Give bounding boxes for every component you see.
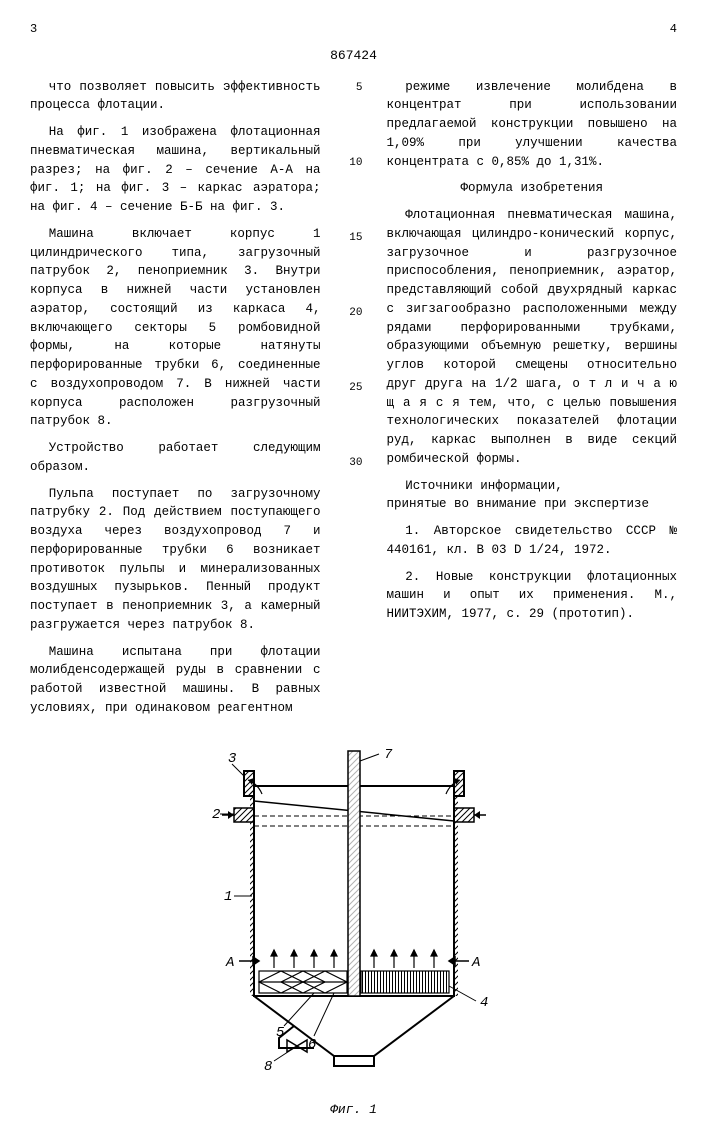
fig-label-3: 3: [228, 751, 236, 767]
line-numbers: 5 10 15 20 25 30: [345, 78, 363, 726]
fig-label-2: 2: [212, 807, 220, 823]
line-num: 10: [345, 155, 363, 230]
page-number-left: 3: [30, 20, 37, 38]
line-num: 30: [345, 455, 363, 530]
fig-label-6: 6: [308, 1037, 316, 1053]
figure-svg: 3 2 1 А А 7 4 5 6 8: [184, 746, 524, 1096]
left-p6: Машина испытана при флотации молибденсод…: [30, 643, 321, 718]
claim-title: Формула изобретения: [387, 179, 678, 198]
fig-label-A-left: А: [225, 955, 234, 971]
line-num: 25: [345, 380, 363, 455]
left-p3: Машина включает корпус 1 цилиндрического…: [30, 225, 321, 431]
line-num: 5: [345, 80, 363, 155]
figure-1: 3 2 1 А А 7 4 5 6 8 Фиг. 1: [30, 746, 677, 1120]
left-p5: Пульпа поступает по загрузочному патрубк…: [30, 485, 321, 635]
left-p2: На фиг. 1 изображена флотационная пневма…: [30, 123, 321, 217]
figure-caption: Фиг. 1: [30, 1100, 677, 1120]
fig-label-7: 7: [384, 747, 393, 763]
fig-label-1: 1: [224, 889, 232, 905]
line-num: 20: [345, 305, 363, 380]
fig-label-5: 5: [276, 1025, 285, 1041]
fig-label-A-right: А: [471, 955, 480, 971]
page-number-right: 4: [670, 20, 677, 38]
sources-sub: принятые во внимание при экспертизе: [387, 495, 678, 514]
left-p4: Устройство работает следующим образом.: [30, 439, 321, 477]
document-number: 867424: [30, 46, 677, 66]
left-column: что позволяет повысить эффективность про…: [30, 78, 321, 726]
line-num: 15: [345, 230, 363, 305]
left-p1: что позволяет повысить эффективность про…: [30, 78, 321, 116]
fig-label-8: 8: [264, 1059, 272, 1075]
sources-title: Источники информации,: [387, 477, 678, 496]
right-p1: режиме извлечение молибдена в концентрат…: [387, 78, 678, 172]
source-1: 1. Авторское свидетельство СССР № 440161…: [387, 522, 678, 560]
source-2: 2. Новые конструкции флотационных машин …: [387, 568, 678, 624]
fig-label-4: 4: [480, 995, 488, 1011]
right-p2: Флотационная пневматическая машина, вклю…: [387, 206, 678, 469]
right-column: режиме извлечение молибдена в концентрат…: [387, 78, 678, 726]
